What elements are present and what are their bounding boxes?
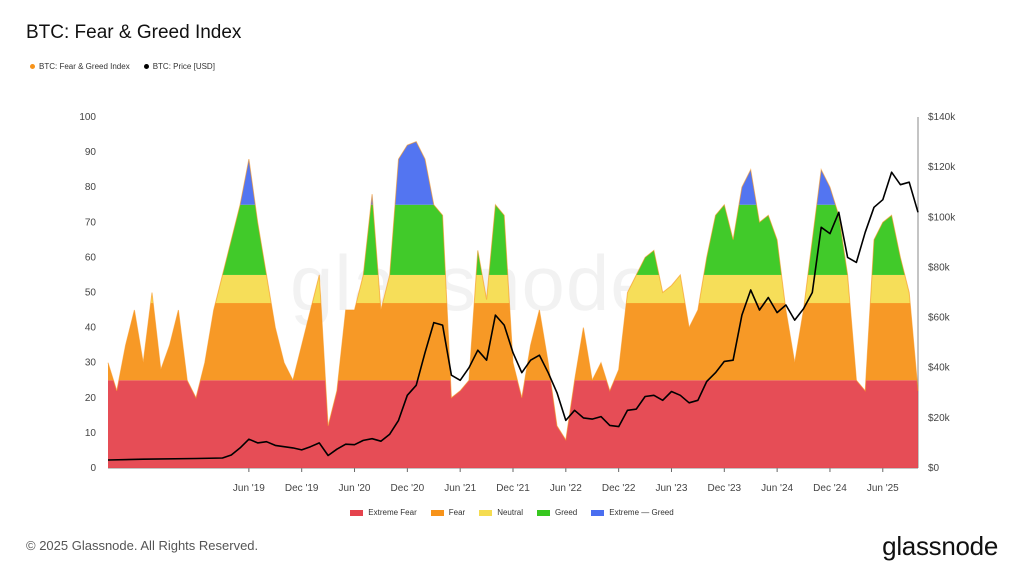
y-right-tick-label: $40k (928, 363, 951, 374)
y-left-tick-label: 10 (85, 428, 97, 439)
y-left-tick-label: 80 (85, 182, 97, 193)
swatch-icon (430, 509, 444, 516)
swatch-icon (537, 509, 550, 516)
x-tick-label: Jun '21 (444, 483, 476, 494)
y-right-tick-label: $20k (928, 413, 951, 424)
legend-item-extreme-fear[interactable]: Extreme Fear (350, 508, 417, 517)
x-tick-label: Dec '21 (496, 483, 530, 494)
x-tick-label: Jun '25 (867, 483, 899, 494)
y-right-tick-label: $100k (928, 212, 956, 223)
y-left-tick-label: 0 (90, 463, 96, 474)
x-tick-label: Dec '24 (813, 483, 847, 494)
legend-item-price[interactable]: BTC: Price [USD] (143, 62, 215, 71)
zone-band-fear (108, 303, 918, 381)
zone-band-neutral (108, 274, 918, 304)
y-left-tick-label: 50 (85, 288, 97, 299)
legend-label: Fear (448, 508, 466, 517)
legend-item-fear[interactable]: Fear (430, 508, 466, 517)
y-right-tick-label: $0 (928, 463, 940, 474)
y-left-tick-label: 30 (85, 358, 97, 369)
y-left-tick-label: 70 (85, 217, 97, 228)
y-left-tick-label: 20 (85, 393, 97, 404)
x-tick-label: Jun '19 (233, 483, 265, 494)
chart-title: BTC: Fear & Greed Index (26, 22, 242, 43)
zone-band-greed (108, 204, 918, 275)
legend-item-greed[interactable]: Greed (537, 508, 577, 517)
x-tick-label: Jun '24 (761, 483, 793, 494)
x-tick-label: Dec '23 (708, 483, 742, 494)
legend-label: Extreme Fear (368, 508, 417, 517)
y-left-tick-label: 60 (85, 252, 97, 263)
legend-dot-icon (143, 64, 149, 69)
swatch-icon (591, 509, 605, 516)
swatch-icon (350, 509, 364, 516)
legend-item-fear-greed[interactable]: BTC: Fear & Greed Index (30, 62, 130, 71)
y-right-tick-label: $120k (928, 162, 956, 173)
x-tick-label: Dec '19 (285, 483, 319, 494)
brand-logo: glassnode (882, 531, 998, 561)
fear-greed-index-line (107, 140, 919, 442)
legend-label: Neutral (497, 508, 523, 517)
y-right-tick-label: $80k (928, 262, 951, 273)
legend-item-extreme-greed[interactable]: Extreme — Greed (591, 508, 674, 517)
zone-legend: Extreme Fear Fear Neutral Greed Extreme … (0, 508, 1024, 517)
y-left-tick-label: 40 (85, 323, 97, 334)
chart-canvas: 0 10 20 30 40 50 60 70 80 90 100 $0 $20k $40k $60k $80k… (79, 112, 956, 494)
legend-label: Greed (555, 508, 578, 517)
y-left-tick-label: 90 (85, 147, 97, 158)
zone-band-extreme-greed (108, 141, 918, 205)
y-right-tick-label: $140k (928, 112, 956, 123)
x-tick-label: Jun '23 (656, 483, 688, 494)
x-tick-label: Jun '22 (550, 483, 582, 494)
y-left-tick-label: 100 (79, 112, 96, 123)
legend-dot-icon (30, 64, 35, 69)
btc-price-line (107, 171, 919, 461)
x-tick-label: Dec '22 (602, 483, 636, 494)
legend-label: Extreme — Greed (609, 508, 674, 517)
x-tick-label: Jun '20 (339, 483, 371, 494)
x-tick-label: Dec '20 (391, 483, 425, 494)
legend-label: BTC: Fear & Greed Index (39, 62, 130, 71)
copyright: © 2025 Glassnode. All Rights Reserved. (26, 538, 259, 553)
legend-label: BTC: Price [USD] (152, 62, 215, 71)
top-legend: BTC: Fear & Greed Index BTC: Price [USD] (30, 62, 215, 71)
swatch-icon (479, 509, 493, 516)
zone-band-extreme-fear (108, 380, 918, 468)
y-right-tick-label: $60k (928, 313, 951, 324)
legend-item-neutral[interactable]: Neutral (479, 508, 523, 517)
